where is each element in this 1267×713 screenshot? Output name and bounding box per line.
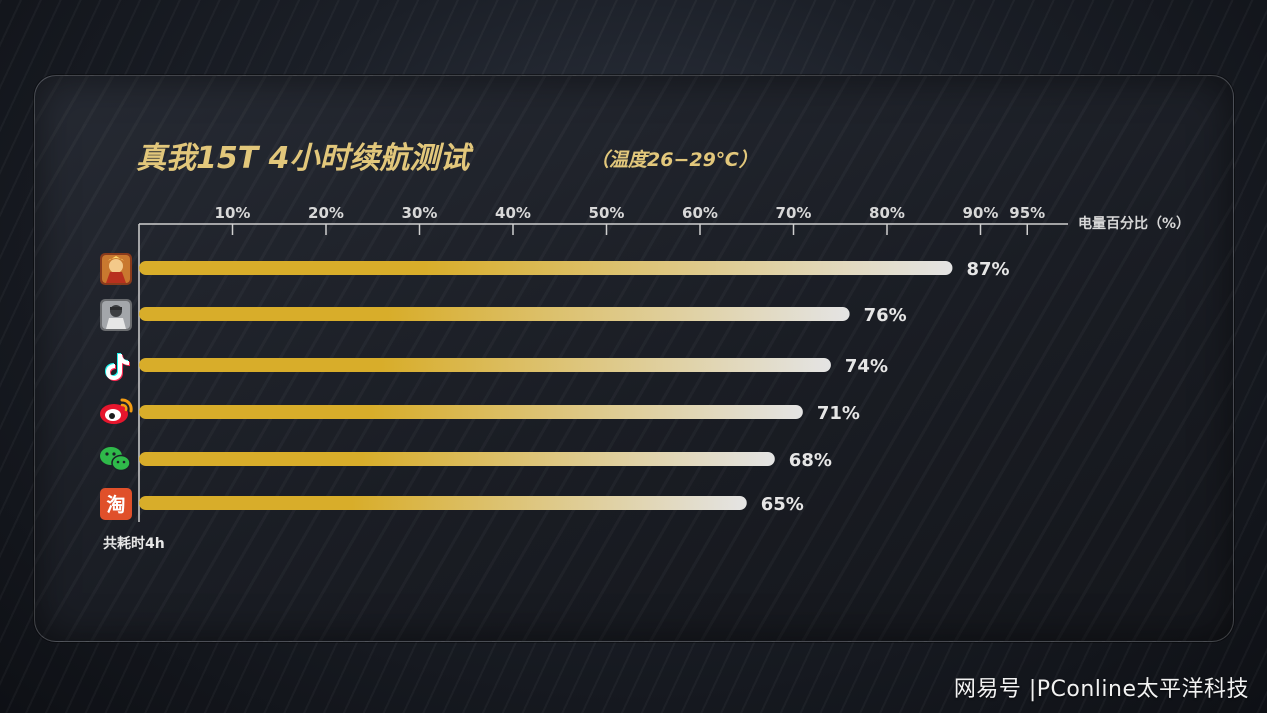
footnote: 共耗时4h: [103, 535, 165, 552]
x-axis: 10% 20% 30% 40% 50% 60% 70% 80% 90% 95%: [138, 204, 1068, 522]
bar-pubg: [139, 307, 850, 321]
x-tick-label: 30%: [402, 204, 438, 222]
chart-title: 真我15T 4小时续航测试: [136, 141, 475, 176]
weibo-icon: [100, 398, 133, 424]
honor-of-kings-icon: [100, 253, 132, 285]
bar-taobao: [139, 496, 747, 510]
x-tick-label: 40%: [495, 204, 531, 222]
x-tick-label: 60%: [682, 204, 718, 222]
x-tick-label: 70%: [776, 204, 812, 222]
x-tick-label: 50%: [589, 204, 625, 222]
bar-tiktok: [139, 358, 831, 372]
watermark: 网易号 |PConline太平洋科技: [953, 677, 1249, 702]
x-tick-label: 10%: [215, 204, 251, 222]
value-labels: 87% 76% 74% 71% 68% 65%: [761, 259, 1010, 515]
x-tick-label: 95%: [1009, 204, 1045, 222]
bar-honor-of-kings: [139, 261, 953, 275]
taobao-icon-char: 淘: [106, 493, 125, 516]
wechat-icon: [100, 447, 131, 472]
value-label-pubg: 76%: [864, 305, 907, 326]
bar-wechat: [139, 452, 775, 466]
value-label-taobao: 65%: [761, 494, 804, 515]
value-label-tiktok: 74%: [845, 356, 888, 377]
chart-subtitle: （温度26−29℃）: [590, 149, 758, 171]
bar-weibo: [139, 405, 803, 419]
value-label-honor-of-kings: 87%: [966, 259, 1009, 280]
x-tick-label: 80%: [869, 204, 905, 222]
bars: [139, 261, 953, 510]
tiktok-icon: [105, 353, 130, 381]
value-label-weibo: 71%: [817, 403, 860, 424]
taobao-icon: 淘: [100, 488, 132, 520]
x-axis-label: 电量百分比（%）: [1078, 215, 1190, 232]
value-label-wechat: 68%: [789, 450, 832, 471]
x-tick-label: 90%: [963, 204, 999, 222]
pubg-icon: [100, 299, 132, 331]
x-tick-label: 20%: [308, 204, 344, 222]
